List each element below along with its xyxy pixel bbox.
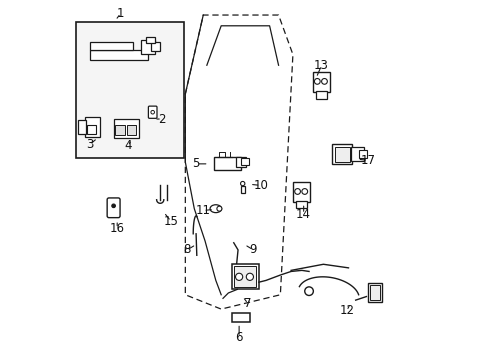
Text: 16: 16 xyxy=(109,222,124,235)
Text: 5: 5 xyxy=(192,157,200,170)
Bar xyxy=(231,313,249,321)
Bar xyxy=(369,285,379,300)
Bar xyxy=(240,186,244,193)
Bar xyxy=(78,121,85,134)
FancyBboxPatch shape xyxy=(107,198,120,218)
Bar xyxy=(312,72,329,92)
Bar xyxy=(350,147,363,161)
Text: 15: 15 xyxy=(163,215,178,228)
Bar xyxy=(140,40,155,54)
Bar xyxy=(90,42,133,50)
Text: 14: 14 xyxy=(296,208,310,221)
Text: 2: 2 xyxy=(158,113,165,126)
Circle shape xyxy=(235,273,242,280)
Bar xyxy=(231,264,258,289)
Ellipse shape xyxy=(210,205,221,213)
Bar xyxy=(367,283,381,302)
Text: 17: 17 xyxy=(360,154,375,167)
Circle shape xyxy=(314,78,320,84)
Circle shape xyxy=(321,78,326,84)
Bar xyxy=(76,22,183,158)
Circle shape xyxy=(301,189,307,194)
Bar xyxy=(145,37,155,42)
Bar xyxy=(295,201,306,208)
Text: 10: 10 xyxy=(253,179,267,192)
Text: 7: 7 xyxy=(244,297,251,310)
Bar xyxy=(87,125,96,134)
Circle shape xyxy=(304,287,313,296)
Bar xyxy=(292,182,309,202)
Bar xyxy=(90,50,147,60)
Text: 13: 13 xyxy=(313,59,328,72)
Text: 8: 8 xyxy=(183,243,190,256)
Bar xyxy=(115,126,124,135)
Bar xyxy=(332,144,351,164)
Bar xyxy=(334,147,349,162)
Text: 11: 11 xyxy=(195,204,210,217)
Text: 4: 4 xyxy=(124,139,131,152)
Text: 6: 6 xyxy=(235,330,243,343)
Bar xyxy=(234,266,255,287)
Circle shape xyxy=(112,204,115,208)
Circle shape xyxy=(151,111,154,114)
Bar xyxy=(315,91,326,99)
Text: 9: 9 xyxy=(249,243,257,256)
Text: 3: 3 xyxy=(86,138,94,150)
Bar xyxy=(214,157,241,170)
Bar xyxy=(126,126,136,135)
Bar xyxy=(241,158,248,165)
FancyBboxPatch shape xyxy=(148,106,157,118)
Circle shape xyxy=(246,273,253,280)
Bar xyxy=(85,117,100,137)
Text: 1: 1 xyxy=(117,7,124,20)
Bar xyxy=(235,157,246,167)
Circle shape xyxy=(240,181,244,186)
Bar xyxy=(151,42,160,51)
Circle shape xyxy=(294,189,300,194)
Bar xyxy=(113,119,139,138)
Circle shape xyxy=(217,206,222,211)
Bar xyxy=(359,149,366,158)
Text: 12: 12 xyxy=(339,305,353,318)
